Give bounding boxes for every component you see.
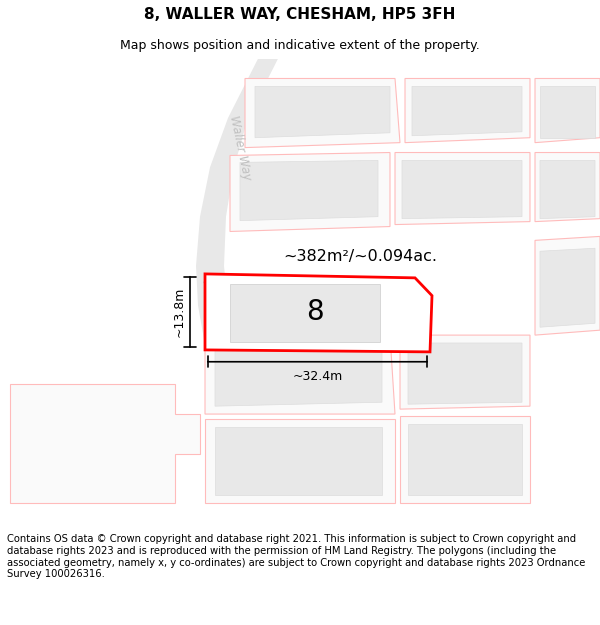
Polygon shape — [230, 152, 390, 231]
Polygon shape — [205, 274, 432, 352]
Polygon shape — [540, 86, 595, 138]
Polygon shape — [405, 79, 530, 142]
Text: Waller Way: Waller Way — [199, 277, 225, 344]
Polygon shape — [215, 427, 382, 495]
Polygon shape — [205, 419, 395, 503]
Text: 8, WALLER WAY, CHESHAM, HP5 3FH: 8, WALLER WAY, CHESHAM, HP5 3FH — [145, 7, 455, 22]
Polygon shape — [402, 161, 522, 219]
Polygon shape — [535, 152, 600, 222]
Polygon shape — [240, 161, 378, 221]
Polygon shape — [400, 416, 530, 503]
Polygon shape — [535, 79, 600, 142]
Polygon shape — [205, 335, 395, 414]
Text: Contains OS data © Crown copyright and database right 2021. This information is : Contains OS data © Crown copyright and d… — [7, 534, 586, 579]
Text: 8: 8 — [306, 298, 324, 326]
Text: ~382m²/~0.094ac.: ~382m²/~0.094ac. — [283, 249, 437, 264]
Text: ~13.8m: ~13.8m — [173, 287, 186, 337]
Text: ~32.4m: ~32.4m — [292, 369, 343, 382]
Polygon shape — [540, 161, 595, 219]
Polygon shape — [540, 248, 595, 328]
Polygon shape — [10, 384, 200, 503]
Polygon shape — [196, 59, 278, 374]
Polygon shape — [412, 86, 522, 136]
Polygon shape — [535, 236, 600, 335]
Text: Map shows position and indicative extent of the property.: Map shows position and indicative extent… — [120, 39, 480, 52]
Polygon shape — [395, 152, 530, 224]
Polygon shape — [230, 284, 380, 342]
Polygon shape — [245, 79, 400, 148]
Polygon shape — [255, 86, 390, 138]
Polygon shape — [408, 424, 522, 495]
Text: Waller Way: Waller Way — [227, 114, 253, 181]
Polygon shape — [408, 343, 522, 404]
Polygon shape — [215, 343, 382, 406]
Polygon shape — [400, 335, 530, 409]
